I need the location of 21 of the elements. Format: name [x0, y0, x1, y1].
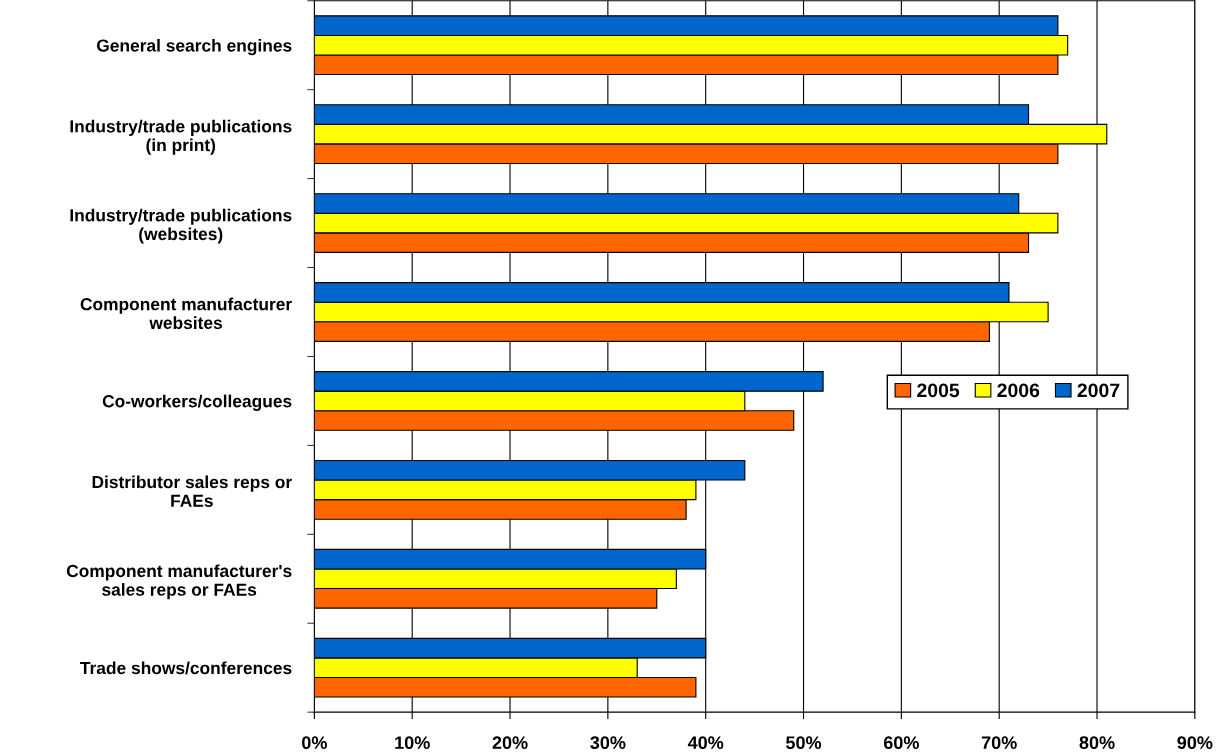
- x-tick-label: 0%: [302, 736, 327, 750]
- y-tick-label: General search engines: [96, 38, 292, 56]
- y-tick-label: Component manufacturer websites: [80, 297, 292, 330]
- y-tick-label: Industry/trade publications (websites): [70, 208, 292, 244]
- y-tick-label: Co-workers/colleagues: [102, 394, 292, 411]
- x-tick-label: 60%: [883, 736, 919, 750]
- legend-label: 2007: [1077, 383, 1120, 398]
- legend-label: 2005: [917, 383, 960, 398]
- x-tick-label: 70%: [981, 736, 1017, 750]
- x-tick-label: 20%: [492, 736, 528, 750]
- x-tick-label: 50%: [786, 736, 822, 750]
- legend-label: 2006: [997, 383, 1040, 398]
- y-tick-label: Distributor sales reps or FAEs: [92, 475, 292, 507]
- x-tick-label: 40%: [687, 736, 724, 750]
- x-tick-label: 80%: [1079, 736, 1115, 750]
- x-tick-label: 10%: [395, 736, 430, 750]
- y-tick-label: Trade shows/conferences: [80, 661, 292, 675]
- x-tick-label: 30%: [590, 736, 626, 750]
- y-tick-label: Component manufacturer's sales reps or FAEs: [66, 564, 292, 600]
- x-tick-label: 90%: [1177, 736, 1213, 750]
- y-tick-label: Industry/trade publications (in print): [70, 119, 292, 155]
